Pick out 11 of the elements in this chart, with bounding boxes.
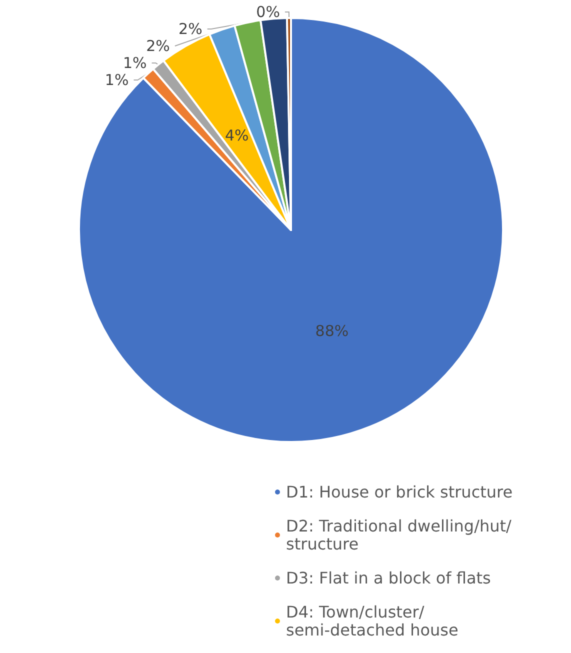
- legend-label: D4: Town/cluster/semi-detached house: [286, 602, 458, 640]
- data-label: 2%: [146, 37, 170, 56]
- data-label: 88%: [315, 322, 349, 340]
- data-label: 0%: [256, 3, 280, 22]
- legend-label: D1: House or brick structure: [286, 482, 513, 502]
- legend-label: D2: Traditional dwelling/hut/structure: [286, 516, 512, 554]
- data-label: 4%: [224, 126, 249, 144]
- data-label: 1%: [104, 71, 129, 90]
- data-label: 1%: [122, 54, 147, 72]
- data-label: 2%: [178, 20, 202, 38]
- legend-label: D3: Flat in a block of flats: [286, 568, 491, 588]
